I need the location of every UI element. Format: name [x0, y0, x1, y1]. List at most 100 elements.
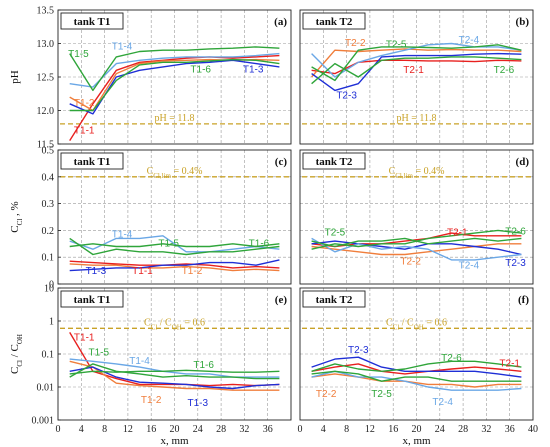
y-tick-label: 0.3: [42, 199, 55, 210]
panel-f: CCl / COH = 0.6 T2-1 T2-2 T2-3 T2-4 T2-5 T2-6 t…: [298, 287, 538, 447]
series-line-t1-2: [69, 360, 280, 391]
series-label-t2-4: T2-4: [432, 397, 453, 408]
series-label-t1-1: T1-1: [74, 332, 95, 343]
series-label-t2-5: T2-5: [371, 389, 392, 400]
plot-frame: [299, 287, 534, 421]
series-label-t2-6: T2-6: [441, 353, 462, 364]
panel-letter: (e): [275, 294, 288, 306]
series-label-t2-1: T2-1: [447, 228, 468, 239]
x-tick-label: 32: [481, 424, 491, 435]
plot-frame: [299, 9, 534, 145]
x-tick-label: 8: [344, 424, 349, 435]
panel-letter: (b): [516, 16, 530, 28]
reference-label: CCl / COH = 0.6: [386, 317, 447, 331]
plot-frame: [299, 149, 534, 285]
panel-title: tank T2: [302, 12, 366, 30]
series-line-t2-2: [311, 48, 522, 78]
title-box: [302, 290, 366, 308]
series-line-t2-6: [311, 56, 522, 85]
reference-label: CCl,lim = 0.4%: [147, 166, 203, 180]
series-label-t1-2: T1-2: [74, 98, 95, 109]
reference-label: pH = 11.8: [155, 113, 195, 124]
panel-title: tank T1: [60, 152, 124, 170]
grid: [300, 10, 533, 144]
series-label-t2-6: T2-6: [494, 65, 515, 76]
series-line-t2-5: [311, 370, 522, 382]
series-label-t1-6: T1-6: [193, 360, 214, 371]
series-line-t2-2: [311, 243, 522, 256]
y-tick-label: 0.1: [42, 253, 55, 264]
series-line-t1-6: [69, 237, 280, 256]
y-tick-label: 0.2: [42, 226, 55, 237]
title-box: [302, 12, 366, 30]
panel-title: tank T1: [60, 12, 124, 30]
panel-title: tank T1: [60, 290, 124, 308]
y-tick-label: 10: [44, 284, 54, 295]
x-tick-label: 16: [388, 424, 398, 435]
series-label-t2-2: T2-2: [400, 257, 421, 268]
title-text: tank T1: [74, 156, 111, 168]
series-line-t2-6: [311, 229, 522, 250]
series-line-t2-2: [311, 373, 522, 388]
y-tick-label: 0.001: [32, 416, 55, 427]
title-box: [60, 152, 124, 170]
series-line-t2-4: [311, 237, 522, 261]
title-text: tank T1: [74, 16, 111, 28]
x-tick-label: 24: [435, 424, 445, 435]
title-text: tank T1: [74, 294, 111, 306]
series-line-t1-4: [69, 358, 280, 378]
series-line-t1-5: [69, 363, 280, 380]
x-tick-label: 20: [170, 424, 180, 435]
series-label-t2-5: T2-5: [386, 40, 407, 51]
series-line-t2-6: [311, 360, 522, 372]
series-line-t1-4: [69, 235, 280, 253]
x-tick-label: 0: [56, 424, 61, 435]
series-line-t1-2: [69, 263, 280, 272]
series-line-t1-3: [69, 259, 280, 272]
x-tick-label: 36: [505, 424, 515, 435]
series-line-t1-6: [69, 369, 280, 375]
title-text: tank T2: [316, 294, 353, 306]
series-line-t1-4: [69, 52, 280, 88]
series-line-t1-5: [69, 243, 280, 248]
x-tick-label: 12: [365, 424, 375, 435]
x-tick-label: 4: [79, 424, 84, 435]
series-line-t2-1: [311, 59, 522, 75]
x-tick-label: 24: [193, 424, 203, 435]
series-label-t1-6: T1-6: [190, 64, 211, 75]
x-tick-label: 32: [239, 424, 249, 435]
y-tick-label: 0: [49, 280, 54, 291]
series-label-t2-3: T2-3: [505, 258, 526, 269]
series-line-t2-3: [311, 356, 522, 378]
series-line-t1-5: [69, 46, 280, 92]
series-label-t1-1: T1-1: [74, 125, 95, 136]
series-line-t1-1: [69, 54, 280, 141]
y-tick-label: 13.5: [37, 6, 55, 17]
y-tick-label: 12.5: [37, 73, 55, 84]
reference-label: CCl / COH = 0.6: [144, 317, 205, 331]
x-tick-label: 4: [321, 424, 326, 435]
series-label-t2-3: T2-3: [348, 345, 369, 356]
panel-letter: (c): [275, 156, 288, 168]
series-label-t1-3: T1-3: [188, 398, 209, 409]
y-axis-label: pH: [9, 70, 21, 84]
series-label-t2-3: T2-3: [336, 90, 357, 101]
series-line-t2-3: [311, 52, 522, 92]
series-line-t2-4: [311, 370, 522, 391]
reference-label: pH = 11.8: [397, 113, 437, 124]
y-axis-label: CCl / COH: [9, 334, 24, 374]
y-tick-label: 0.1: [42, 350, 55, 361]
x-tick-label: 16: [146, 424, 156, 435]
series-label-t1-4: T1-4: [112, 230, 133, 241]
title-box: [60, 290, 124, 308]
y-tick-label: 1: [49, 317, 54, 328]
y-tick-label: 0.01: [37, 383, 55, 394]
x-axis-label: x, mm: [160, 435, 189, 447]
x-tick-label: 28: [216, 424, 226, 435]
title-text: tank T2: [316, 156, 353, 168]
plot-frame: [57, 149, 292, 285]
x-tick-label: 40: [528, 424, 538, 435]
panel-c: CCl,lim = 0.4% T1-1 T1-2 T1-3 T1-4 T1-5 T1-6 ta…: [9, 146, 292, 291]
panel-d: CCl,lim = 0.4% T2-1 T2-2 T2-3 T2-4 T2-5 T2-6 ta…: [299, 149, 534, 285]
series-label-t2-2: T2-2: [345, 38, 366, 49]
